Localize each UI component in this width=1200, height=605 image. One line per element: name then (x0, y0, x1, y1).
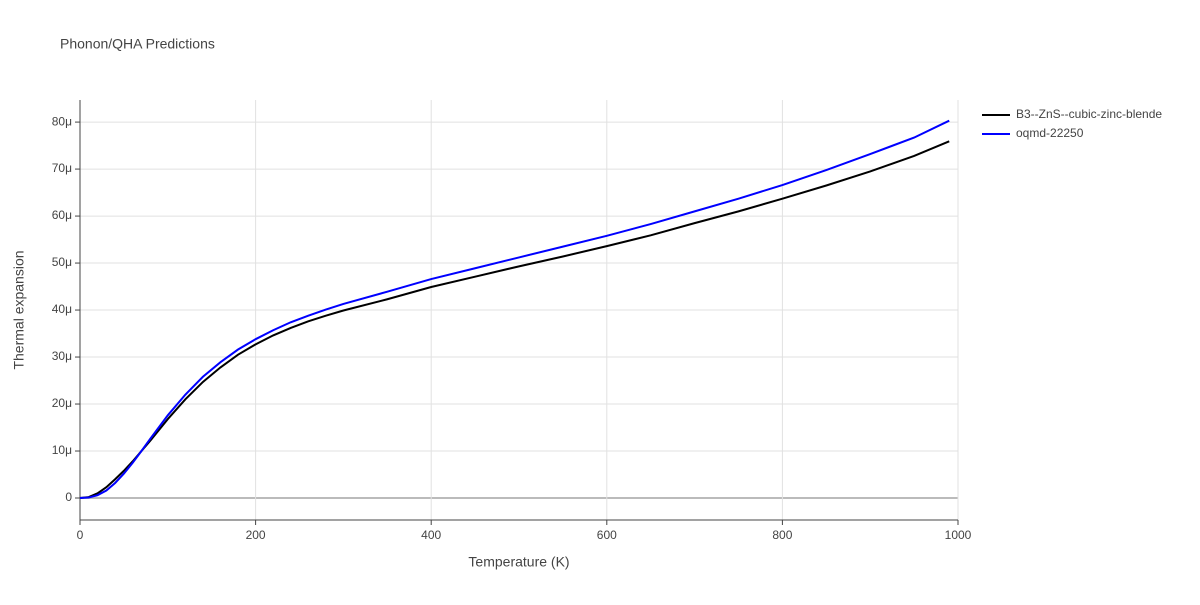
legend-label: oqmd-22250 (1016, 126, 1084, 140)
y-tick-label: 40μ (52, 302, 72, 316)
y-tick-label: 50μ (52, 255, 72, 269)
y-axis-title: Thermal expansion (11, 250, 27, 369)
y-tick-label: 0 (65, 490, 72, 504)
y-tick-label: 20μ (52, 396, 72, 410)
x-axis-title: Temperature (K) (468, 554, 569, 570)
series-line (79, 119, 950, 500)
x-tick-label: 0 (77, 528, 84, 542)
chart-title: Phonon/QHA Predictions (60, 36, 215, 52)
y-tick-label: 10μ (52, 443, 72, 457)
y-tick-label: 30μ (52, 349, 72, 363)
x-tick-label: 400 (421, 528, 441, 542)
y-tick-label: 80μ (52, 114, 72, 128)
series-line (79, 140, 950, 500)
x-tick-label: 1000 (945, 528, 972, 542)
legend-label: B3--ZnS--cubic-zinc-blende (1016, 107, 1162, 121)
y-tick-label: 60μ (52, 208, 72, 222)
y-tick-label: 70μ (52, 161, 72, 175)
x-tick-label: 600 (597, 528, 617, 542)
x-tick-label: 200 (246, 528, 266, 542)
x-tick-label: 800 (772, 528, 792, 542)
